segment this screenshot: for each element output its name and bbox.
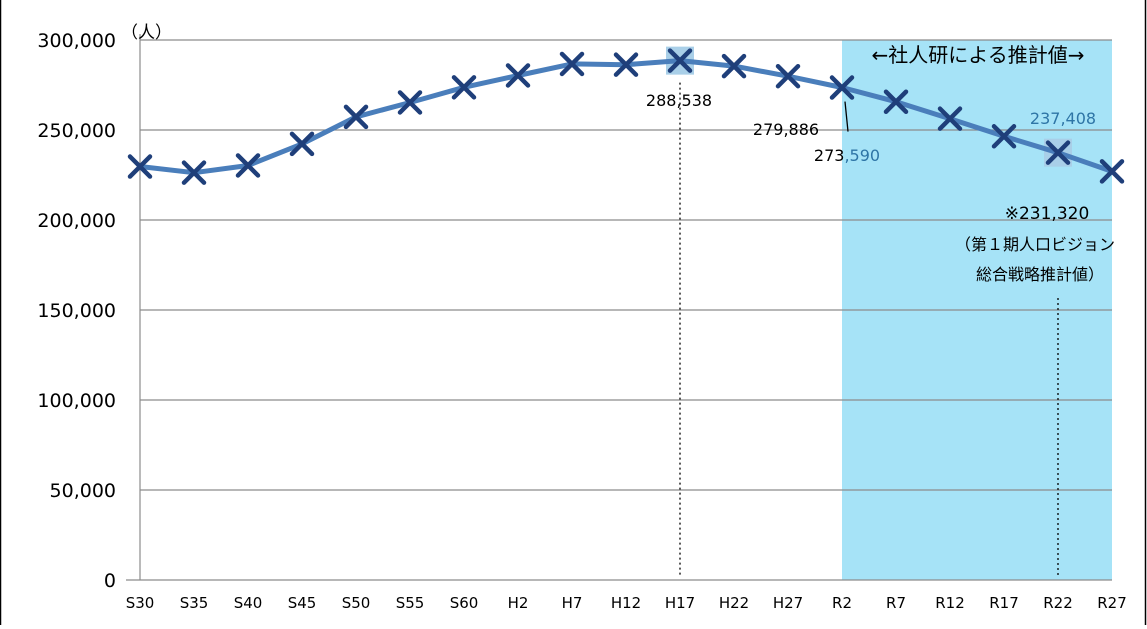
x-tick-label: S55 [396,594,425,612]
x-tick-label: H7 [562,594,583,612]
y-tick-label: 50,000 [50,480,116,502]
data-point-marker [451,75,477,100]
y-tick-label: 100,000 [37,390,116,412]
data-point-marker [181,160,207,185]
y-axis-unit-label: （人） [121,23,172,43]
x-tick-label: R7 [886,594,906,612]
y-tick-label: 200,000 [37,210,116,232]
y-tick-label: 300,000 [37,30,116,52]
y-tick-label: 0 [104,570,116,592]
x-tick-label: R12 [935,594,965,612]
annotation-r2-value: 273,590 [814,146,880,165]
data-point-marker [667,48,693,73]
annotation-first-vision-value: ※231,320 [1005,204,1090,224]
x-tick-labels: S30 S35 S40 S45 S50 S55 S60 H2 H7 H12 H17 H22 H27 R2 R… [126,594,1127,612]
x-tick-label: H27 [773,594,803,612]
x-tick-label: S30 [126,594,155,612]
x-tick-label: S60 [450,594,479,612]
data-point-marker [991,124,1017,149]
x-tick-label: S40 [234,594,263,612]
data-point-marker [559,51,585,77]
annotation-r22-value: 237,408 [1030,109,1096,128]
data-markers [127,48,1125,185]
data-point-marker [1099,159,1125,184]
data-point-marker [1045,140,1071,165]
y-tick-label: 250,000 [37,120,116,142]
x-tick-label: R17 [989,594,1019,612]
projection-label: ←社人研による推計値→ [872,43,1085,67]
x-tick-label: S45 [288,594,317,612]
data-point-marker [883,89,909,114]
x-tick-label: H17 [665,594,695,612]
y-tick-label: 150,000 [37,300,116,322]
annotation-h27-value: 279,886 [753,120,819,139]
leader-line-r2 [844,101,849,132]
gridlines [126,34,1112,581]
annotation-first-vision-note-2: 総合戦略推計値） [976,265,1104,284]
x-tick-label: H22 [719,594,749,612]
data-point-marker [505,63,531,88]
data-point-marker [937,106,963,131]
data-point-marker [829,75,855,100]
annotation-h17-value: 288,538 [646,91,712,110]
annotation-first-vision-note-1: （第１期人口ビジョン [955,235,1115,254]
data-point-marker [397,90,423,115]
data-point-marker [343,104,369,130]
data-point-marker [127,154,153,179]
data-point-marker [235,153,261,178]
x-tick-label: R2 [832,594,852,612]
x-tick-label: R22 [1043,594,1073,612]
x-tick-label: H12 [611,594,641,612]
data-point-marker [613,52,639,77]
x-tick-label: S50 [342,594,371,612]
x-tick-label: H2 [508,594,529,612]
y-tick-labels: 0 50,000 100,000 150,000 200,000 250,000 300,0… [37,30,116,592]
leader-lines [679,82,1059,576]
data-point-marker [775,63,801,89]
x-tick-label: R27 [1097,594,1127,612]
data-point-marker [721,53,747,79]
data-point-marker [289,131,315,157]
x-tick-label: S35 [180,594,209,612]
